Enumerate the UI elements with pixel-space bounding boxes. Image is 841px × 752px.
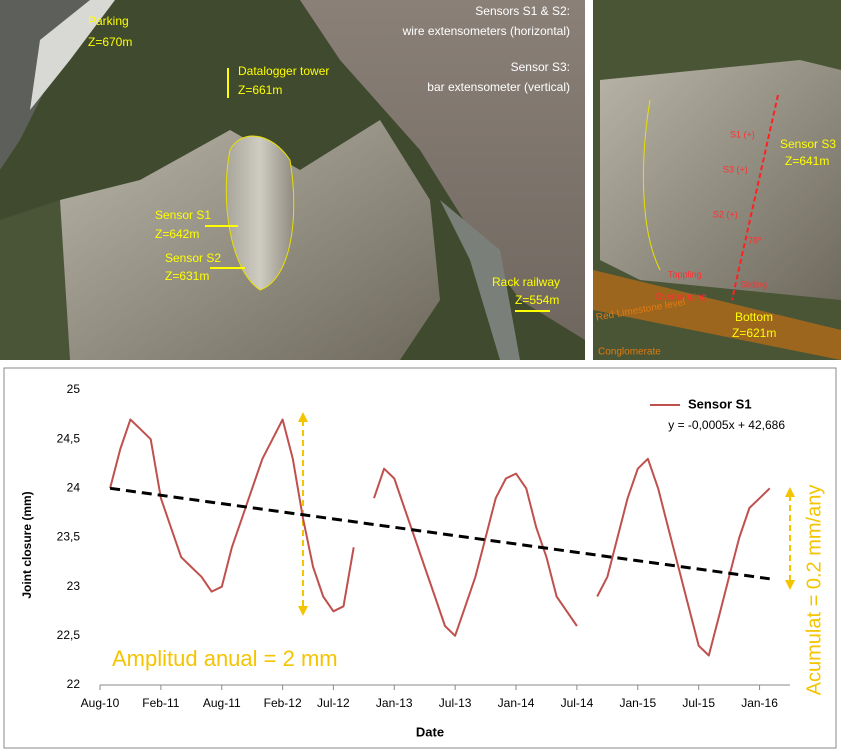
photo-label: S2 (+) (713, 209, 738, 219)
x-tick-label: Feb-12 (264, 696, 302, 710)
annotation-arrowheads (298, 412, 795, 616)
photo-label: S3 (+) (723, 164, 748, 174)
y-axis-label: Joint closure (mm) (20, 491, 34, 598)
photo-label: Sensor S1 (155, 208, 211, 222)
photo-label: Bottom (735, 310, 773, 324)
x-tick-label: Jan-14 (498, 696, 535, 710)
photo-label: bar extensometer (vertical) (427, 80, 570, 94)
x-tick-label: Jul-14 (561, 696, 594, 710)
photo-label: Sliding (740, 279, 767, 289)
photo-left: Parking Z=670m Datalogger tower Z=661m S… (0, 0, 585, 360)
photo-label: Z=670m (88, 35, 132, 49)
photo-label: Parking (88, 14, 129, 28)
photo-label: Z=641m (785, 154, 829, 168)
photo-label: Rack railway (492, 275, 560, 289)
photo-label: Sensors S1 & S2: (475, 4, 570, 18)
photo-label: Datalogger tower (238, 64, 329, 78)
legend-label: Sensor S1 (688, 396, 752, 411)
x-tick-label: Jan-16 (741, 696, 778, 710)
y-tick-label: 25 (67, 382, 81, 396)
x-tick-label: Jan-13 (376, 696, 413, 710)
photo-label: 76º (748, 235, 762, 245)
x-tick-label: Aug-11 (203, 696, 241, 710)
photo-label: Z=642m (155, 227, 199, 241)
photo-label: S1 (+) (730, 129, 755, 139)
y-tick-label: 23,5 (57, 530, 81, 544)
y-tick-label: 24 (67, 481, 81, 495)
annotation: Acumulat = 0.2 mm/any (803, 485, 825, 696)
x-axis-label: Date (416, 724, 444, 739)
x-tick-label: Jul-13 (439, 696, 472, 710)
x-tick-label: Jul-15 (682, 696, 715, 710)
x-tick-label: Feb-11 (142, 696, 179, 710)
photo-label: Z=631m (165, 269, 209, 283)
photo-left-arrows (205, 68, 550, 312)
trendline-label: y = -0,0005x + 42,686 (668, 418, 785, 432)
x-tick-label: Jul-12 (317, 696, 350, 710)
photo-label: Overhanging (655, 291, 707, 301)
x-tick-label: Aug-10 (81, 696, 120, 710)
y-tick-label: 24,5 (57, 431, 81, 445)
y-tick-label: 22 (67, 677, 81, 691)
photo-label: Z=661m (238, 83, 282, 97)
photo-label: Sensor S2 (165, 251, 221, 265)
photo-label: Conglomerate (598, 347, 661, 358)
photo-label: Z=621m (732, 326, 776, 340)
photo-label: Sensor S3 (780, 137, 836, 151)
annotation: Amplitud anual = 2 mm (112, 646, 338, 671)
photo-label: Toppling (668, 269, 702, 279)
photo-label: Z=554m (515, 293, 559, 307)
y-tick-label: 22,5 (57, 628, 81, 642)
photo-right: S1 (+) S3 (+) S2 (+) 76º Sensor S3 Z=641… (593, 0, 841, 360)
y-tick-label: 23 (67, 579, 81, 593)
x-tick-label: Jan-15 (619, 696, 656, 710)
photo-label: wire extensometers (horizontal) (402, 24, 570, 38)
photo-label: Sensor S3: (511, 60, 570, 74)
